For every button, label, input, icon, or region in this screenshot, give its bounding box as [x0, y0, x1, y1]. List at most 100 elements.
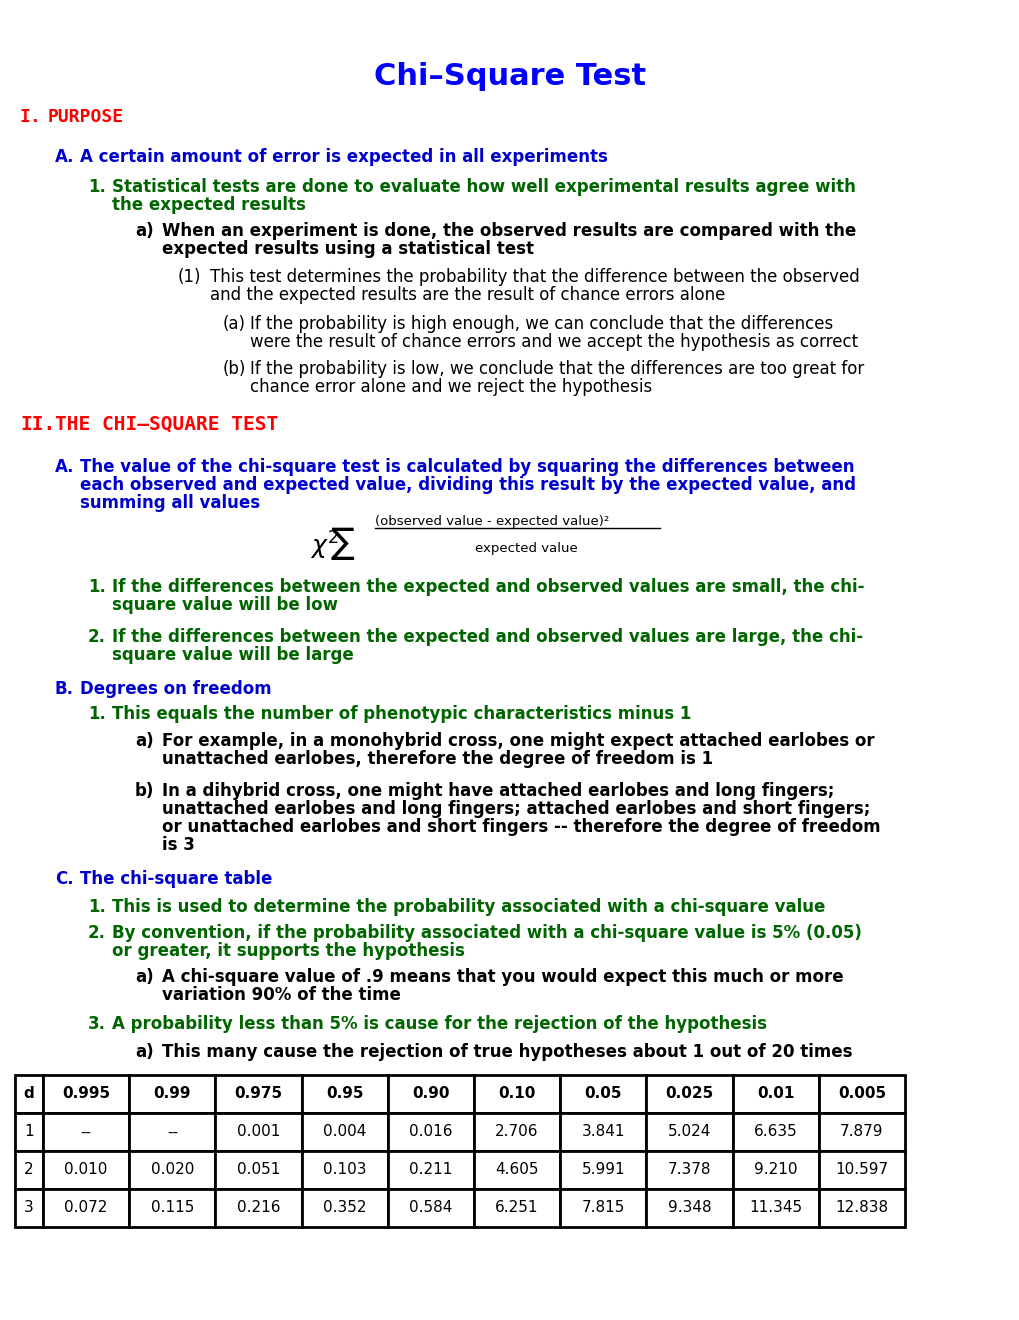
Bar	[302, 1113, 387, 1151]
Bar	[15, 1113, 43, 1151]
Text: 1.: 1.	[88, 578, 106, 597]
Text: each observed and expected value, dividing this result by the expected value, an: each observed and expected value, dividi…	[79, 477, 855, 494]
Bar	[559, 1074, 646, 1113]
Bar	[559, 1189, 646, 1228]
Text: (observed value - expected value)²: (observed value - expected value)²	[375, 515, 608, 528]
Text: A chi-square value of .9 means that you would expect this much or more: A chi-square value of .9 means that you …	[162, 968, 843, 986]
Bar	[732, 1151, 818, 1189]
Bar	[646, 1074, 732, 1113]
Bar	[302, 1151, 387, 1189]
Bar	[43, 1113, 129, 1151]
Text: THE CHI–SQUARE TEST: THE CHI–SQUARE TEST	[55, 414, 278, 434]
Text: summing all values: summing all values	[79, 494, 260, 512]
Text: expected results using a statistical test: expected results using a statistical tes…	[162, 240, 534, 257]
Text: 0.975: 0.975	[234, 1086, 282, 1101]
Text: 5.991: 5.991	[581, 1163, 625, 1177]
Text: 0.010: 0.010	[64, 1163, 108, 1177]
Bar	[818, 1113, 904, 1151]
Text: 1.: 1.	[88, 898, 106, 916]
Text: 6.251: 6.251	[495, 1200, 538, 1216]
Bar	[15, 1074, 43, 1113]
Text: 0.001: 0.001	[236, 1125, 280, 1139]
Text: a): a)	[135, 733, 154, 750]
Text: When an experiment is done, the observed results are compared with the: When an experiment is done, the observed…	[162, 222, 855, 240]
Text: 0.584: 0.584	[409, 1200, 452, 1216]
Text: 3.841: 3.841	[581, 1125, 625, 1139]
Text: A certain amount of error is expected in all experiments: A certain amount of error is expected in…	[79, 148, 607, 166]
Text: chance error alone and we reject the hypothesis: chance error alone and we reject the hyp…	[250, 378, 651, 396]
Bar	[129, 1074, 215, 1113]
Text: (1): (1)	[178, 268, 202, 286]
Text: unattached earlobes and long fingers; attached earlobes and short fingers;: unattached earlobes and long fingers; at…	[162, 800, 869, 818]
Text: If the differences between the expected and observed values are small, the chi-: If the differences between the expected …	[112, 578, 864, 597]
Bar	[559, 1151, 646, 1189]
Text: Degrees on freedom: Degrees on freedom	[79, 680, 271, 698]
Text: I.: I.	[20, 108, 42, 125]
Text: 0.025: 0.025	[664, 1086, 713, 1101]
Text: 2.: 2.	[88, 628, 106, 645]
Text: 2.706: 2.706	[495, 1125, 538, 1139]
Text: (b): (b)	[223, 360, 247, 378]
Text: d: d	[23, 1086, 35, 1101]
Bar	[474, 1189, 559, 1228]
Bar	[302, 1074, 387, 1113]
Text: In a dihybrid cross, one might have attached earlobes and long fingers;: In a dihybrid cross, one might have atta…	[162, 781, 834, 800]
Bar	[129, 1113, 215, 1151]
Text: is 3: is 3	[162, 836, 195, 854]
Text: b): b)	[135, 781, 154, 800]
Text: 0.211: 0.211	[409, 1163, 452, 1177]
Bar	[818, 1074, 904, 1113]
Text: 11.345: 11.345	[748, 1200, 802, 1216]
Text: 9.348: 9.348	[667, 1200, 710, 1216]
Text: 0.005: 0.005	[837, 1086, 886, 1101]
Text: or unattached earlobes and short fingers -- therefore the degree of freedom: or unattached earlobes and short fingers…	[162, 818, 879, 836]
Text: A.: A.	[55, 148, 74, 166]
Text: 9.210: 9.210	[753, 1163, 797, 1177]
Text: A.: A.	[55, 458, 74, 477]
Bar	[818, 1189, 904, 1228]
Text: If the differences between the expected and observed values are large, the chi-: If the differences between the expected …	[112, 628, 862, 645]
Text: 0.95: 0.95	[326, 1086, 363, 1101]
Bar	[646, 1189, 732, 1228]
Text: 0.216: 0.216	[236, 1200, 280, 1216]
Text: (a): (a)	[223, 315, 246, 333]
Text: 0.90: 0.90	[412, 1086, 449, 1101]
Text: 5.024: 5.024	[667, 1125, 710, 1139]
Bar	[129, 1151, 215, 1189]
Text: or greater, it supports the hypothesis: or greater, it supports the hypothesis	[112, 942, 465, 960]
Text: --: --	[81, 1125, 92, 1139]
Bar	[215, 1113, 302, 1151]
Bar	[732, 1189, 818, 1228]
Text: 0.10: 0.10	[498, 1086, 535, 1101]
Bar	[387, 1113, 474, 1151]
Text: 3: 3	[24, 1200, 34, 1216]
Text: 10.597: 10.597	[835, 1163, 888, 1177]
Bar	[646, 1113, 732, 1151]
Text: the expected results: the expected results	[112, 195, 306, 214]
Text: Chi–Square Test: Chi–Square Test	[374, 62, 645, 91]
Text: If the probability is high enough, we can conclude that the differences: If the probability is high enough, we ca…	[250, 315, 833, 333]
Text: 0.072: 0.072	[64, 1200, 108, 1216]
Text: The chi-square table: The chi-square table	[79, 870, 272, 888]
Bar	[732, 1074, 818, 1113]
Text: II.: II.	[20, 414, 55, 434]
Bar	[43, 1189, 129, 1228]
Text: a): a)	[135, 222, 154, 240]
Bar	[43, 1151, 129, 1189]
Text: 0.020: 0.020	[151, 1163, 194, 1177]
Text: 0.016: 0.016	[409, 1125, 452, 1139]
Text: PURPOSE: PURPOSE	[48, 108, 124, 125]
Bar	[15, 1151, 43, 1189]
Text: 1: 1	[24, 1125, 34, 1139]
Text: 0.051: 0.051	[236, 1163, 280, 1177]
Bar	[215, 1074, 302, 1113]
Text: By convention, if the probability associated with a chi-square value is 5% (0.05: By convention, if the probability associ…	[112, 924, 861, 942]
Text: --: --	[167, 1125, 177, 1139]
Text: 3.: 3.	[88, 1015, 106, 1034]
Bar	[15, 1189, 43, 1228]
Text: This is used to determine the probability associated with a chi-square value: This is used to determine the probabilit…	[112, 898, 824, 916]
Text: 6.635: 6.635	[753, 1125, 797, 1139]
Bar	[387, 1074, 474, 1113]
Text: and the expected results are the result of chance errors alone: and the expected results are the result …	[210, 286, 725, 304]
Text: 2: 2	[24, 1163, 34, 1177]
